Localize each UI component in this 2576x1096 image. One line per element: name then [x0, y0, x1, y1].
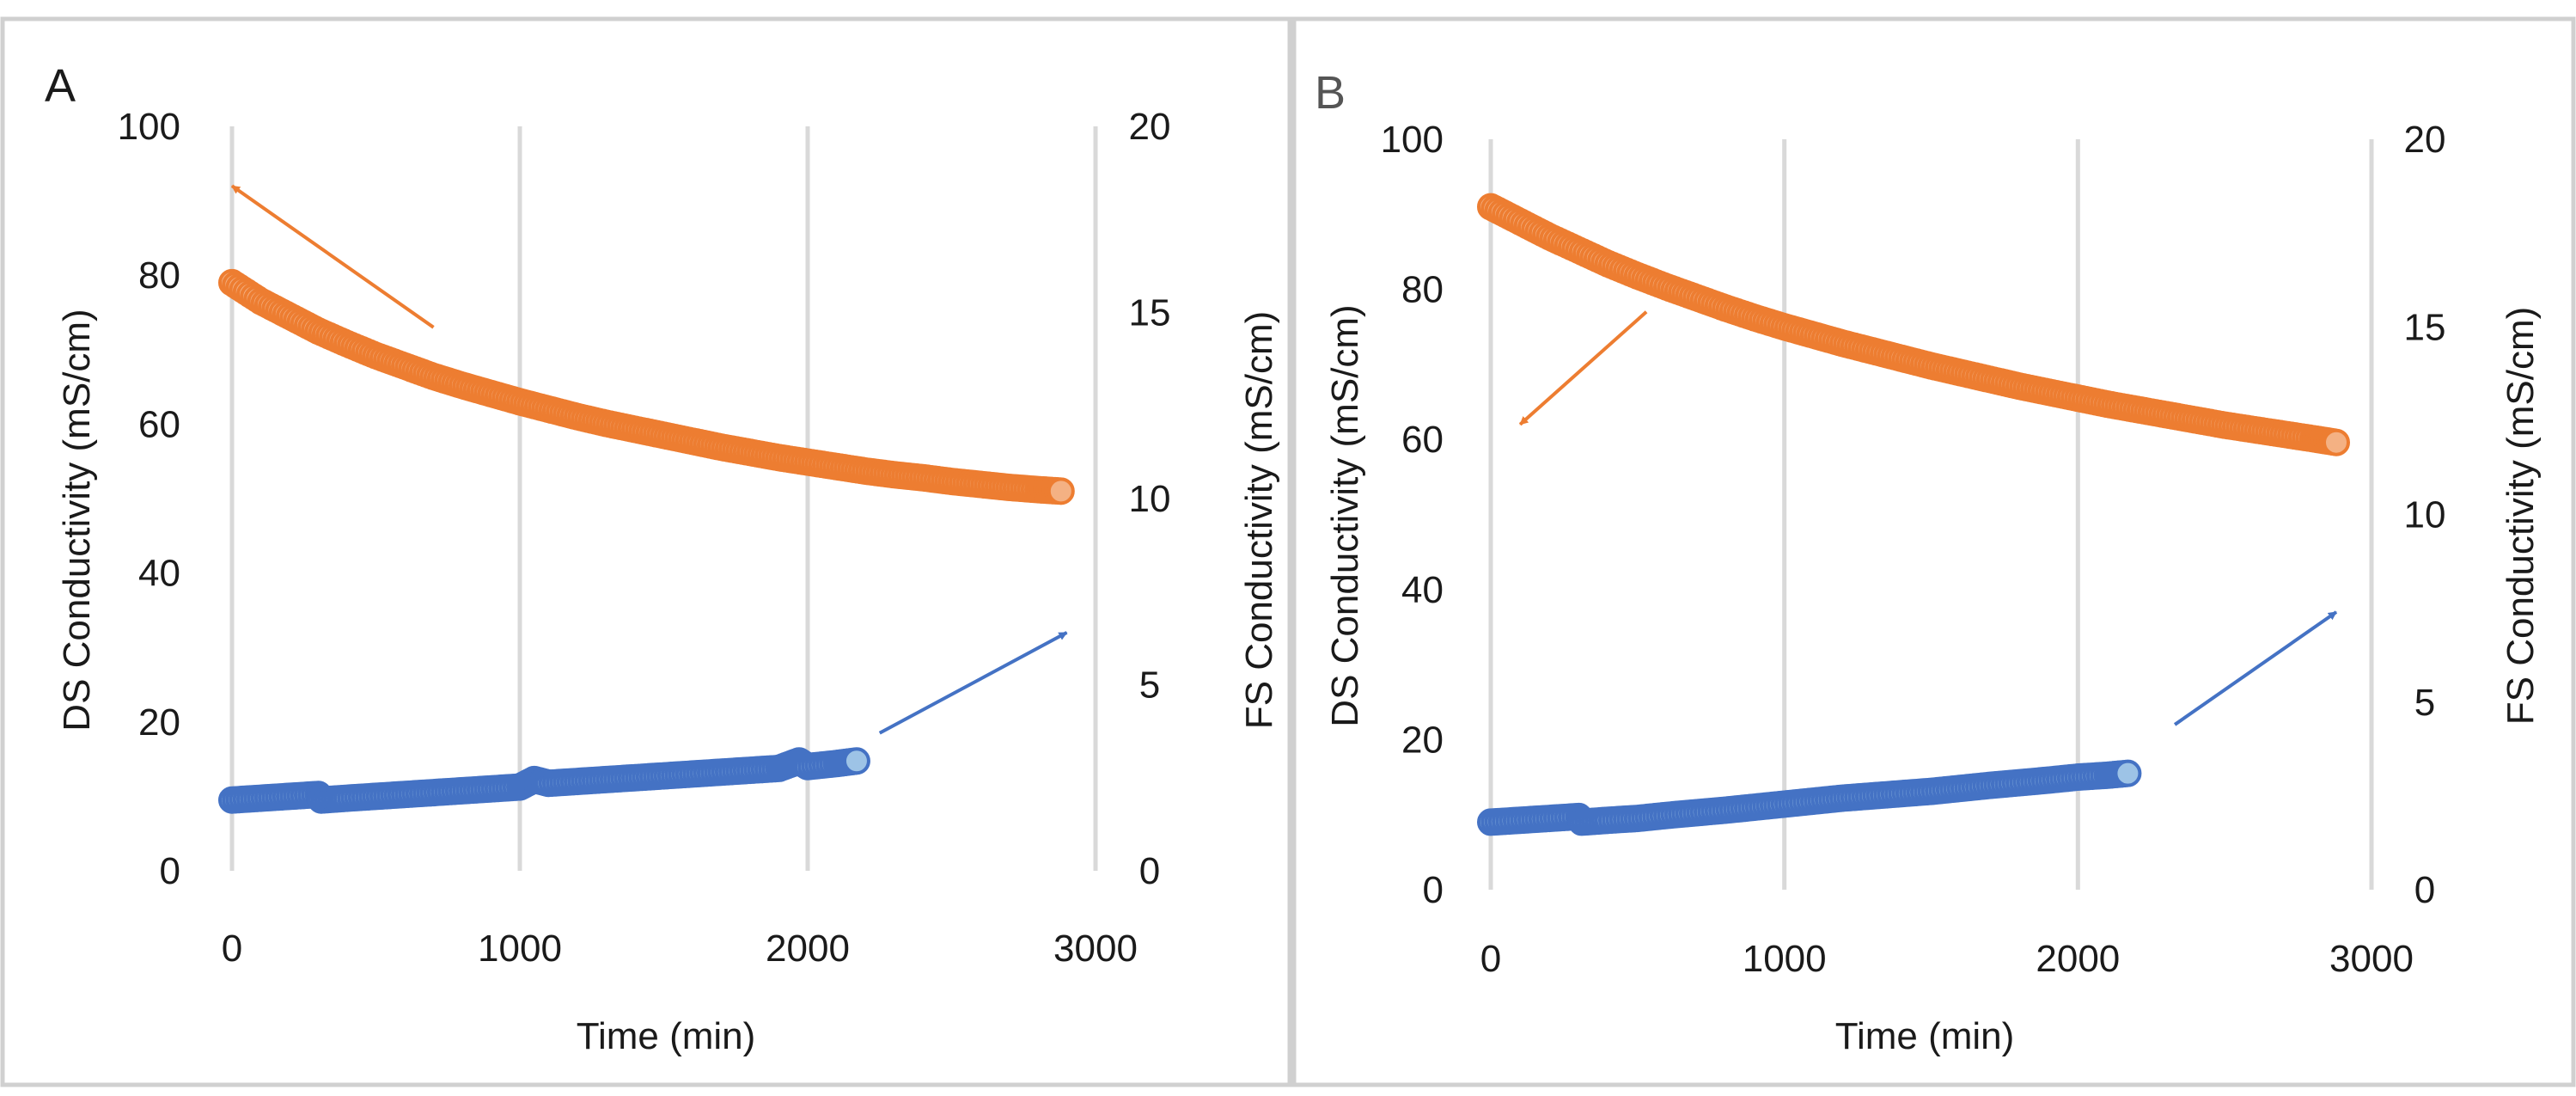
x-tick-label: 0	[1480, 938, 1501, 980]
data-point	[842, 747, 870, 775]
annotation-arrow	[1518, 310, 1648, 426]
y-tick-label: 80	[138, 254, 180, 297]
panel-b-letter: B	[1315, 67, 1346, 119]
x-tick-label: 1000	[1743, 938, 1827, 980]
y-tick-label: 100	[118, 106, 180, 148]
y2-tick-label: 5	[1139, 664, 1160, 707]
panel-b-y2label: FS Conductivity (mS/cm)	[2500, 307, 2542, 726]
annotation-arrow	[230, 184, 435, 329]
panel-b-frame	[1291, 16, 2576, 1087]
panel-a-y2label: FS Conductivity (mS/cm)	[1238, 311, 1280, 730]
y-tick-label: 80	[1401, 269, 1444, 311]
y-tick-label: 20	[138, 701, 180, 744]
y-tick-label: 20	[1401, 719, 1444, 761]
y-tick-label: 40	[1401, 569, 1444, 611]
y2-tick-label: 15	[1129, 292, 1171, 334]
y2-tick-label: 0	[1139, 850, 1160, 892]
y2-tick-label: 0	[2414, 869, 2435, 911]
x-tick-label: 1000	[478, 928, 562, 970]
x-tick-label: 2000	[2036, 938, 2120, 980]
data-point	[1047, 477, 1075, 505]
data-point	[2114, 759, 2142, 787]
y2-tick-label: 20	[2404, 119, 2446, 161]
panel-a-letter: A	[45, 60, 76, 112]
y2-tick-label: 5	[2414, 682, 2435, 724]
y-tick-label: 0	[160, 850, 180, 892]
panel-b-xlabel: Time (min)	[1835, 1015, 2015, 1057]
annotation-arrow	[2173, 610, 2338, 726]
panel-a-ylabel: DS Conductivity (mS/cm)	[56, 309, 98, 731]
y2-tick-label: 10	[2404, 494, 2446, 536]
panel-a-frame	[0, 16, 1292, 1087]
y2-tick-label: 20	[1129, 106, 1171, 148]
x-tick-label: 0	[222, 928, 242, 970]
y-tick-label: 0	[1423, 869, 1444, 911]
x-tick-label: 3000	[2329, 938, 2414, 980]
y-tick-label: 40	[138, 553, 180, 595]
y2-tick-label: 10	[1129, 478, 1171, 520]
x-tick-label: 2000	[766, 928, 850, 970]
annotation-arrow	[878, 631, 1068, 735]
y-tick-label: 100	[1381, 119, 1444, 161]
panel-a-xlabel: Time (min)	[577, 1015, 756, 1057]
y-tick-label: 60	[138, 403, 180, 445]
data-point	[2323, 428, 2350, 456]
y2-tick-label: 15	[2404, 306, 2446, 348]
y-tick-label: 60	[1401, 419, 1444, 461]
panel-b-ylabel: DS Conductivity (mS/cm)	[1324, 304, 1366, 726]
x-tick-label: 3000	[1053, 928, 1138, 970]
